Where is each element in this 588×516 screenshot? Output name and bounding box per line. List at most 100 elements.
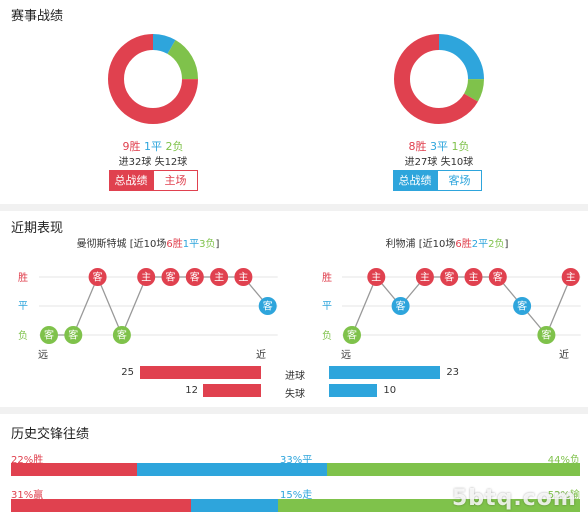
h2h-row1-right-label: 44%负 bbox=[547, 455, 580, 466]
away-form-point bbox=[513, 297, 532, 315]
away-form-point-label: 客 bbox=[396, 300, 406, 313]
h2h-row2-stripe bbox=[11, 499, 580, 512]
h2h-row2-segment-a bbox=[11, 499, 191, 512]
h2h-row2-left-label: 31%赢 bbox=[11, 490, 44, 501]
away-axis-near-label: 近 bbox=[559, 350, 569, 361]
record-title: 赛事战绩 bbox=[11, 9, 64, 24]
home-losses: 2负 bbox=[165, 140, 184, 153]
h2h-row2-right-label: 52%输 bbox=[547, 490, 580, 501]
h2h-row2-mid-label: 15%走 bbox=[280, 490, 313, 501]
away-form-point-label: 主 bbox=[420, 272, 430, 284]
home-goals-for-value: 25 bbox=[121, 367, 134, 378]
goals-for-label: 进球 bbox=[285, 371, 305, 382]
h2h-row2-segment-b bbox=[190, 499, 279, 512]
away-form-summary: 利物浦 [近10场6胜2平2负] bbox=[347, 235, 547, 250]
home-axis-win-label: 胜 bbox=[18, 273, 28, 284]
home-form-line bbox=[49, 275, 269, 337]
home-summary-prefix: [近10场 bbox=[129, 239, 167, 250]
home-form-point-label: 客 bbox=[44, 329, 54, 342]
away-donut-win-slice bbox=[394, 34, 484, 124]
home-axis-near-label: 近 bbox=[256, 350, 266, 361]
home-total-record-button[interactable]: 总战绩 bbox=[109, 170, 153, 191]
away-goals-against-value: 10 bbox=[383, 385, 397, 396]
away-axis-draw-label: 平 bbox=[322, 301, 332, 312]
home-summary-draws: 1平 bbox=[182, 239, 200, 250]
home-form-point bbox=[112, 326, 131, 344]
home-form-point bbox=[40, 326, 58, 344]
home-form-point bbox=[137, 268, 156, 286]
home-form-point-label: 客 bbox=[117, 329, 127, 342]
away-form-point bbox=[415, 268, 434, 286]
away-form-point bbox=[343, 326, 361, 344]
h2h-row1-mid-label: 33%平 bbox=[280, 455, 313, 466]
away-goals-for-bar bbox=[329, 366, 441, 379]
home-record-donut bbox=[108, 34, 198, 124]
goals-against-label: 失球 bbox=[285, 389, 305, 400]
away-wins: 8胜 bbox=[408, 140, 427, 153]
home-form-point-label: 主 bbox=[214, 272, 224, 284]
home-form-summary: 曼彻斯特城 [近10场6胜1平3负] bbox=[48, 235, 248, 250]
home-draws: 1平 bbox=[144, 140, 162, 153]
away-summary-prefix: [近10场 bbox=[418, 239, 456, 250]
recent-section: 近期表现 曼彻斯特城 [近10场6胜1平3负] 利物浦 [近10场6胜2平2负]… bbox=[0, 211, 588, 407]
home-form-point-label: 客 bbox=[93, 271, 103, 284]
home-form-point bbox=[88, 268, 107, 286]
away-form-point bbox=[440, 268, 459, 286]
away-form-point bbox=[537, 326, 556, 344]
away-axis-win-label: 胜 bbox=[322, 273, 332, 284]
h2h-row1-stripe bbox=[11, 463, 580, 476]
home-form-point bbox=[234, 268, 253, 286]
away-form-point-label: 主 bbox=[469, 272, 479, 284]
away-summary-suffix: ] bbox=[504, 239, 509, 250]
away-summary-losses: 2负 bbox=[488, 239, 505, 250]
home-goals-summary: 进32球 失12球 bbox=[118, 157, 188, 168]
home-wins: 9胜 bbox=[122, 140, 141, 153]
away-form-point bbox=[391, 297, 410, 315]
away-form-line bbox=[351, 275, 572, 337]
h2h-row2-segment-c bbox=[278, 499, 580, 512]
home-team-name: 曼彻斯特城 bbox=[76, 239, 127, 250]
home-form-point-label: 主 bbox=[141, 272, 151, 284]
record-section: 赛事战绩 9胜 1平 2负 进32球 失12球 总战绩 主场 8胜 3平 1负 … bbox=[0, 0, 588, 204]
home-venue-button[interactable]: 主场 bbox=[153, 170, 198, 191]
home-form-point bbox=[64, 326, 83, 344]
home-form-point bbox=[210, 268, 229, 286]
away-form-chart: 客主客主客主客客客主 bbox=[342, 268, 581, 344]
h2h-section: 历史交锋往绩 22%胜 33%平 44%负 31%赢 15%走 52%输 5bt… bbox=[0, 414, 588, 516]
home-form-point-label: 客 bbox=[68, 329, 78, 342]
away-record-line: 8胜 3平 1负 bbox=[374, 138, 504, 154]
home-axis-draw-label: 平 bbox=[18, 301, 28, 312]
away-form-point-label: 客 bbox=[541, 329, 551, 342]
h2h-row1-segment-c bbox=[327, 463, 580, 476]
away-losses: 1负 bbox=[451, 140, 470, 153]
away-form-point-label: 主 bbox=[566, 272, 576, 284]
away-axis-loss-label: 负 bbox=[322, 331, 332, 342]
away-axis-far-label: 远 bbox=[341, 350, 351, 361]
away-team-name: 利物浦 bbox=[385, 239, 416, 250]
home-form-point-label: 客 bbox=[166, 271, 176, 284]
away-goals-summary: 进27球 失10球 bbox=[404, 157, 474, 168]
home-form-point-label: 客 bbox=[263, 300, 273, 313]
home-form-point bbox=[258, 297, 277, 315]
home-goals-against-value: 12 bbox=[185, 385, 198, 396]
home-donut-loss-slice bbox=[108, 34, 198, 124]
away-record-donut bbox=[394, 34, 484, 124]
away-form-point bbox=[464, 268, 483, 286]
home-goals-for-bar bbox=[140, 366, 261, 379]
away-form-point bbox=[488, 268, 507, 286]
home-summary-wins: 6胜 bbox=[166, 239, 183, 250]
home-summary-suffix: ] bbox=[215, 239, 220, 250]
h2h-row1-left-label: 22%胜 bbox=[11, 455, 44, 466]
home-form-point-label: 主 bbox=[238, 272, 248, 284]
home-axis-far-label: 远 bbox=[38, 350, 48, 361]
home-donut-win-slice bbox=[108, 34, 198, 124]
watermark-logo: 5btq.com bbox=[452, 486, 577, 511]
away-goals-for-value: 23 bbox=[446, 367, 460, 378]
away-goals-against-bar bbox=[329, 384, 378, 397]
away-total-record-button[interactable]: 总战绩 bbox=[393, 170, 437, 191]
away-form-point bbox=[561, 268, 580, 286]
away-venue-button[interactable]: 客场 bbox=[437, 170, 482, 191]
recent-title: 近期表现 bbox=[11, 221, 64, 236]
home-form-point bbox=[185, 268, 204, 286]
away-form-point-label: 主 bbox=[371, 272, 381, 284]
